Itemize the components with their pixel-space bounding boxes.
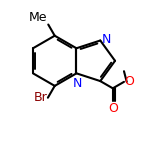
Text: Br: Br (33, 91, 47, 104)
Text: O: O (125, 75, 135, 88)
Text: N: N (102, 33, 111, 46)
Text: Me: Me (29, 11, 47, 24)
Text: O: O (108, 102, 118, 116)
Text: N: N (73, 77, 82, 90)
